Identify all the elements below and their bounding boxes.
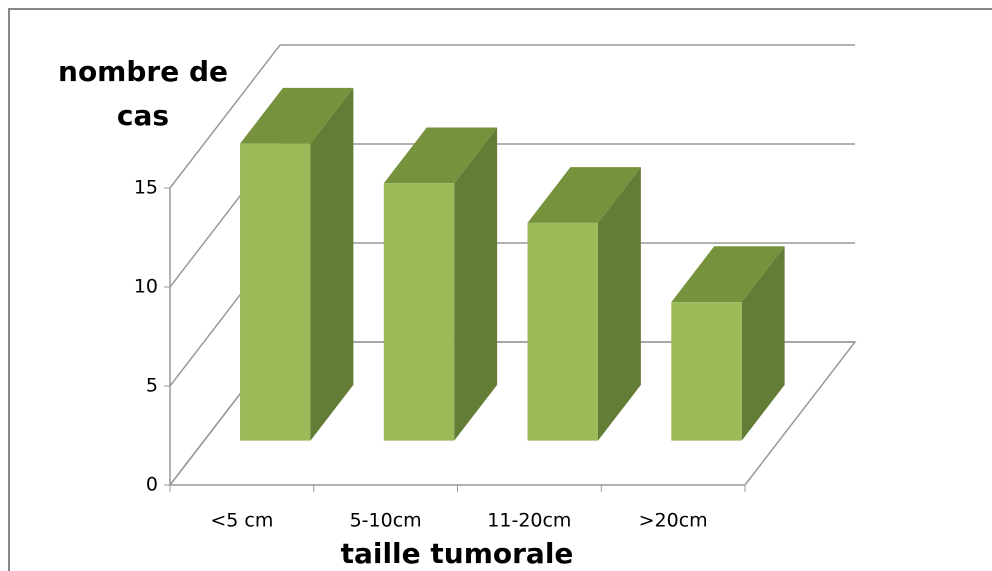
bar-front [240, 143, 311, 441]
bar-top [527, 167, 641, 223]
y-tick-label: 5 [146, 375, 158, 397]
grid-line [169, 44, 855, 189]
x-tick-label: <5 cm [210, 510, 273, 532]
y-tick-label: 15 [134, 177, 158, 199]
bar [527, 167, 641, 441]
bar-front [383, 183, 455, 441]
y-axis-label: nombre de cas [58, 55, 228, 132]
bar-side [310, 87, 354, 441]
bar-front [527, 222, 598, 441]
frame [8, 8, 992, 571]
bar [383, 127, 498, 441]
x-tick-label: >20cm [639, 510, 708, 532]
bar-top [240, 87, 354, 144]
bar [671, 246, 785, 441]
bar [240, 87, 354, 441]
y-tick-label: 10 [134, 276, 158, 298]
bar-front [671, 302, 742, 441]
x-tick-label: 11-20cm [487, 510, 571, 532]
bar-side [454, 127, 498, 441]
x-tick-label: 5-10cm [350, 510, 422, 532]
bar-top [383, 127, 498, 184]
bar-top [671, 246, 785, 303]
bar-side [597, 167, 641, 441]
bar-side [741, 246, 785, 441]
x-axis-label: taille tumorale [341, 537, 574, 570]
y-tick-label: 0 [146, 474, 158, 496]
